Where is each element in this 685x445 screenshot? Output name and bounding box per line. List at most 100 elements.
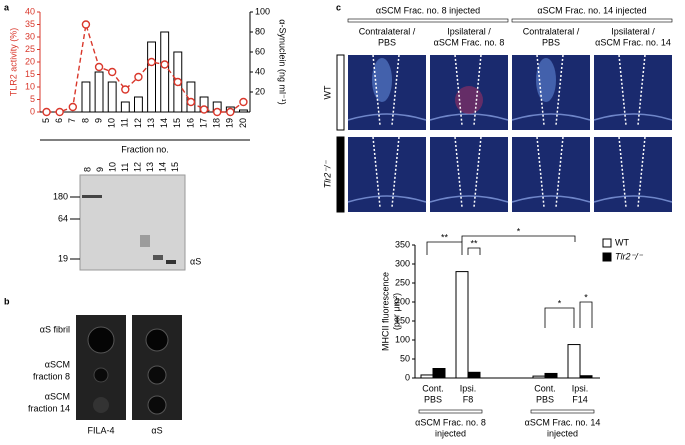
group-bar — [418, 409, 483, 414]
column-label: PBS — [542, 37, 560, 47]
tissue-edge — [429, 195, 509, 203]
y-tick-label: 5 — [30, 94, 35, 104]
bar — [239, 109, 248, 113]
x-tick-label: PBS — [536, 394, 554, 404]
y-axis-label: (per μm²) — [391, 293, 401, 330]
y2-tick-label: 80 — [255, 26, 265, 36]
lane-label: 14 — [157, 162, 167, 172]
lane-label: 15 — [170, 162, 180, 172]
y-tick-label: 30 — [25, 31, 35, 41]
bar — [147, 41, 156, 113]
y-tick-label: 250 — [395, 277, 410, 287]
column-label: FILA-4 — [87, 425, 114, 435]
x-tick-label: 17 — [198, 118, 208, 128]
x-tick-label: Cont. — [422, 383, 444, 393]
y-tick-label: 200 — [395, 296, 410, 306]
dot — [93, 397, 109, 413]
panel-label: a — [4, 2, 10, 12]
line-point — [55, 107, 64, 117]
marker-label: 180 — [53, 191, 68, 201]
x-tick-label: 13 — [146, 118, 156, 128]
bar — [432, 368, 446, 379]
tissue-edge — [347, 195, 427, 203]
lane-label: 13 — [145, 162, 155, 172]
x-tick-label: F8 — [463, 394, 474, 404]
lane-label: 12 — [132, 162, 142, 172]
group-label: αSCM Frac. no. 14 — [525, 417, 601, 427]
bar — [134, 96, 143, 113]
x-tick-label: 19 — [225, 118, 235, 128]
y-tick-label: 20 — [25, 56, 35, 66]
group-bar — [530, 409, 595, 414]
line-point — [160, 60, 169, 69]
micrograph — [594, 55, 672, 130]
row-label: WT — [322, 85, 332, 99]
bar — [160, 31, 170, 113]
marker-label: 19 — [58, 253, 68, 263]
y2-axis-label: α-Synuclein (ng ml⁻¹) — [278, 19, 288, 104]
x-tick-label: Ipsi. — [572, 383, 589, 393]
row-label: αS fibril — [40, 324, 70, 334]
bar — [579, 375, 593, 379]
significance-label: * — [517, 226, 521, 236]
row-label: Tlr2⁻/⁻ — [322, 160, 332, 189]
line-point — [94, 62, 104, 72]
y-tick-label: 50 — [400, 353, 410, 363]
legend-swatch — [602, 252, 612, 262]
header-bar — [511, 18, 673, 23]
x-tick-label: 7 — [67, 118, 77, 123]
micrograph — [430, 137, 508, 212]
column-label: Contralateral / — [523, 26, 580, 36]
line-point — [42, 107, 51, 117]
significance-bracket — [467, 247, 481, 255]
bar — [455, 271, 469, 379]
line-point — [68, 102, 78, 112]
blot-band — [166, 260, 176, 264]
tissue-edge — [593, 195, 673, 203]
x-tick-label: 15 — [172, 118, 182, 128]
column-label: Ipsilateral / — [447, 26, 491, 36]
line-point — [134, 72, 143, 82]
blot-band — [82, 195, 102, 198]
x-tick-label: 5 — [41, 118, 51, 123]
row-label: αSCM — [45, 391, 70, 401]
marker-label: 64 — [58, 213, 68, 223]
bar — [420, 374, 434, 379]
panel-label: c — [336, 2, 341, 12]
y2-tick-label: 20 — [255, 86, 265, 96]
tissue-edge — [511, 113, 591, 121]
blot-band — [153, 255, 163, 260]
line-point — [173, 77, 183, 87]
line — [46, 24, 244, 113]
x-tick-label: PBS — [424, 394, 442, 404]
y-tick-label: 10 — [25, 81, 35, 91]
x-tick-label: 14 — [159, 118, 169, 128]
x-tick-label: 20 — [238, 118, 248, 128]
blot-band — [140, 235, 150, 247]
y-tick-label: 300 — [395, 258, 410, 268]
line-point — [199, 105, 209, 114]
column-label: αSCM Frac. no. 8 — [434, 37, 505, 47]
y-tick-label: 350 — [395, 239, 410, 249]
column-label: Contralateral / — [359, 26, 416, 36]
panel-label: b — [4, 296, 10, 306]
x-tick-label: 16 — [185, 118, 195, 128]
lane-label: 9 — [95, 167, 105, 172]
y-tick-label: 150 — [395, 315, 410, 325]
y-tick-label: 15 — [25, 69, 35, 79]
group-label: injected — [435, 428, 466, 438]
dot — [147, 395, 167, 415]
tissue-edge — [593, 113, 673, 121]
line-point — [107, 67, 117, 77]
dot — [93, 367, 109, 383]
x-tick-label: 10 — [107, 118, 117, 128]
y2-tick-label: 40 — [255, 66, 265, 76]
bar — [544, 372, 558, 379]
y2-tick-label: 60 — [255, 46, 265, 56]
x-tick-label: 11 — [120, 118, 130, 127]
dot — [87, 326, 115, 354]
bar — [81, 81, 91, 113]
line-point — [81, 20, 91, 29]
lane-label: 8 — [82, 167, 92, 172]
